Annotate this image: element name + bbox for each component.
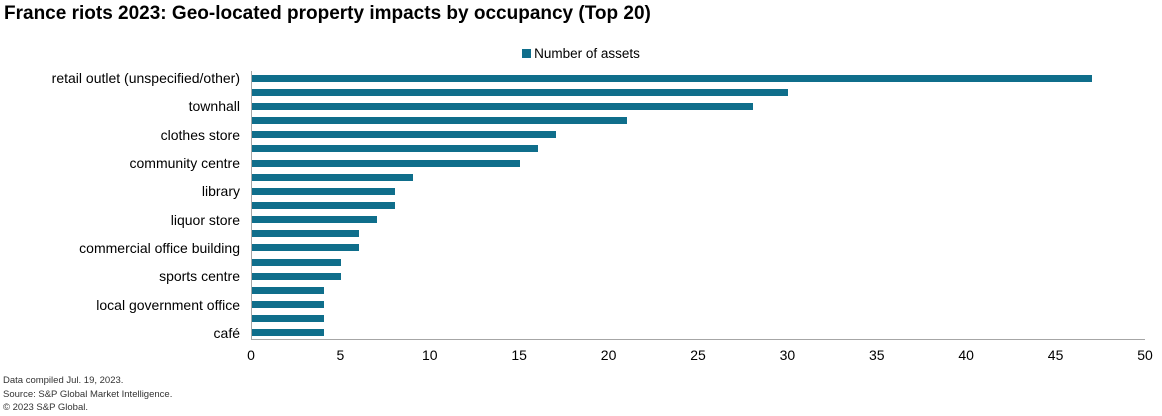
legend-swatch-icon (522, 49, 532, 58)
bar (252, 88, 789, 96)
x-axis-tick: 20 (600, 347, 617, 363)
bar (252, 230, 360, 238)
x-axis-tick: 45 (1047, 347, 1064, 363)
x-axis-tick: 30 (779, 347, 796, 363)
x-axis-tick: 40 (958, 347, 974, 363)
bar (252, 258, 342, 266)
y-axis-label: clothes store (160, 126, 240, 143)
bar (252, 286, 324, 294)
bar (252, 244, 360, 252)
y-axis-label: commercial office building (79, 239, 240, 256)
y-axis-label: townhall (188, 98, 240, 115)
y-axis-label: liquor store (170, 211, 240, 228)
bar (252, 216, 378, 224)
bar (252, 145, 539, 153)
bar (252, 173, 413, 181)
y-axis-label: local government office (96, 296, 240, 313)
x-axis-tick-labels: 0 5 10 15 20 25 30 35 40 45 50 (0, 347, 1162, 365)
x-axis-tick: 10 (422, 347, 438, 363)
bar (252, 329, 324, 337)
bar (252, 315, 324, 323)
bar (252, 187, 396, 195)
y-axis-label: sports centre (159, 268, 240, 285)
bar (252, 117, 628, 125)
y-axis-label: library (201, 183, 240, 200)
y-axis-label: café (213, 324, 240, 341)
footer-copyright: © 2023 S&P Global. (3, 402, 88, 413)
bar (252, 202, 396, 209)
bar (252, 272, 342, 280)
bar (252, 159, 521, 167)
y-axis-label: retail outlet (unspecified/other) (51, 70, 240, 87)
x-axis-tick: 0 (247, 347, 255, 363)
x-axis-tick: 15 (511, 347, 527, 363)
legend-label: Number of assets (534, 46, 640, 61)
x-axis-tick: 25 (690, 347, 706, 363)
legend: Number of assets (0, 46, 1162, 61)
x-axis-tick: 35 (869, 347, 885, 363)
footer-source: Source: S&P Global Market Intelligence. (3, 388, 173, 400)
bar (252, 131, 556, 139)
bar (252, 102, 753, 110)
footer: Data compiled Jul. 19, 2023. Source: S&P… (3, 374, 172, 415)
bar (252, 74, 1093, 82)
chart-title: France riots 2023: Geo-located property … (4, 3, 651, 24)
y-axis-label: community centre (129, 155, 240, 172)
x-axis-tick: 5 (336, 347, 345, 363)
x-axis-tick: 50 (1137, 347, 1153, 363)
footer-data-compiled: Data compiled Jul. 19, 2023. (3, 375, 124, 386)
bar (252, 301, 324, 309)
plot-area (251, 71, 1145, 340)
y-axis-category-labels: retail outlet (unspecified/other) townhal… (0, 71, 240, 340)
